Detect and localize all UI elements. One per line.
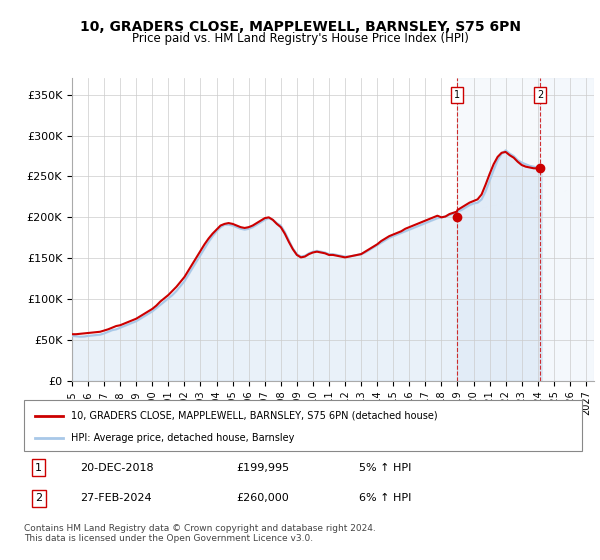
Text: 1: 1 xyxy=(35,463,42,473)
Bar xyxy=(541,78,594,381)
FancyBboxPatch shape xyxy=(24,400,582,451)
Text: £199,995: £199,995 xyxy=(236,463,289,473)
Text: 2: 2 xyxy=(35,493,42,503)
Text: 6% ↑ HPI: 6% ↑ HPI xyxy=(359,493,411,503)
Bar xyxy=(541,78,594,381)
Text: 10, GRADERS CLOSE, MAPPLEWELL, BARNSLEY, S75 6PN: 10, GRADERS CLOSE, MAPPLEWELL, BARNSLEY,… xyxy=(79,20,521,34)
Text: 20-DEC-2018: 20-DEC-2018 xyxy=(80,463,154,473)
Text: 1: 1 xyxy=(454,90,460,100)
Text: HPI: Average price, detached house, Barnsley: HPI: Average price, detached house, Barn… xyxy=(71,433,295,443)
Text: 2: 2 xyxy=(537,90,544,100)
Text: 27-FEB-2024: 27-FEB-2024 xyxy=(80,493,151,503)
Text: 10, GRADERS CLOSE, MAPPLEWELL, BARNSLEY, S75 6PN (detached house): 10, GRADERS CLOSE, MAPPLEWELL, BARNSLEY,… xyxy=(71,410,438,421)
Text: 5% ↑ HPI: 5% ↑ HPI xyxy=(359,463,411,473)
Text: Price paid vs. HM Land Registry's House Price Index (HPI): Price paid vs. HM Land Registry's House … xyxy=(131,32,469,45)
Text: Contains HM Land Registry data © Crown copyright and database right 2024.
This d: Contains HM Land Registry data © Crown c… xyxy=(24,524,376,543)
Text: £260,000: £260,000 xyxy=(236,493,289,503)
Bar xyxy=(457,78,541,381)
